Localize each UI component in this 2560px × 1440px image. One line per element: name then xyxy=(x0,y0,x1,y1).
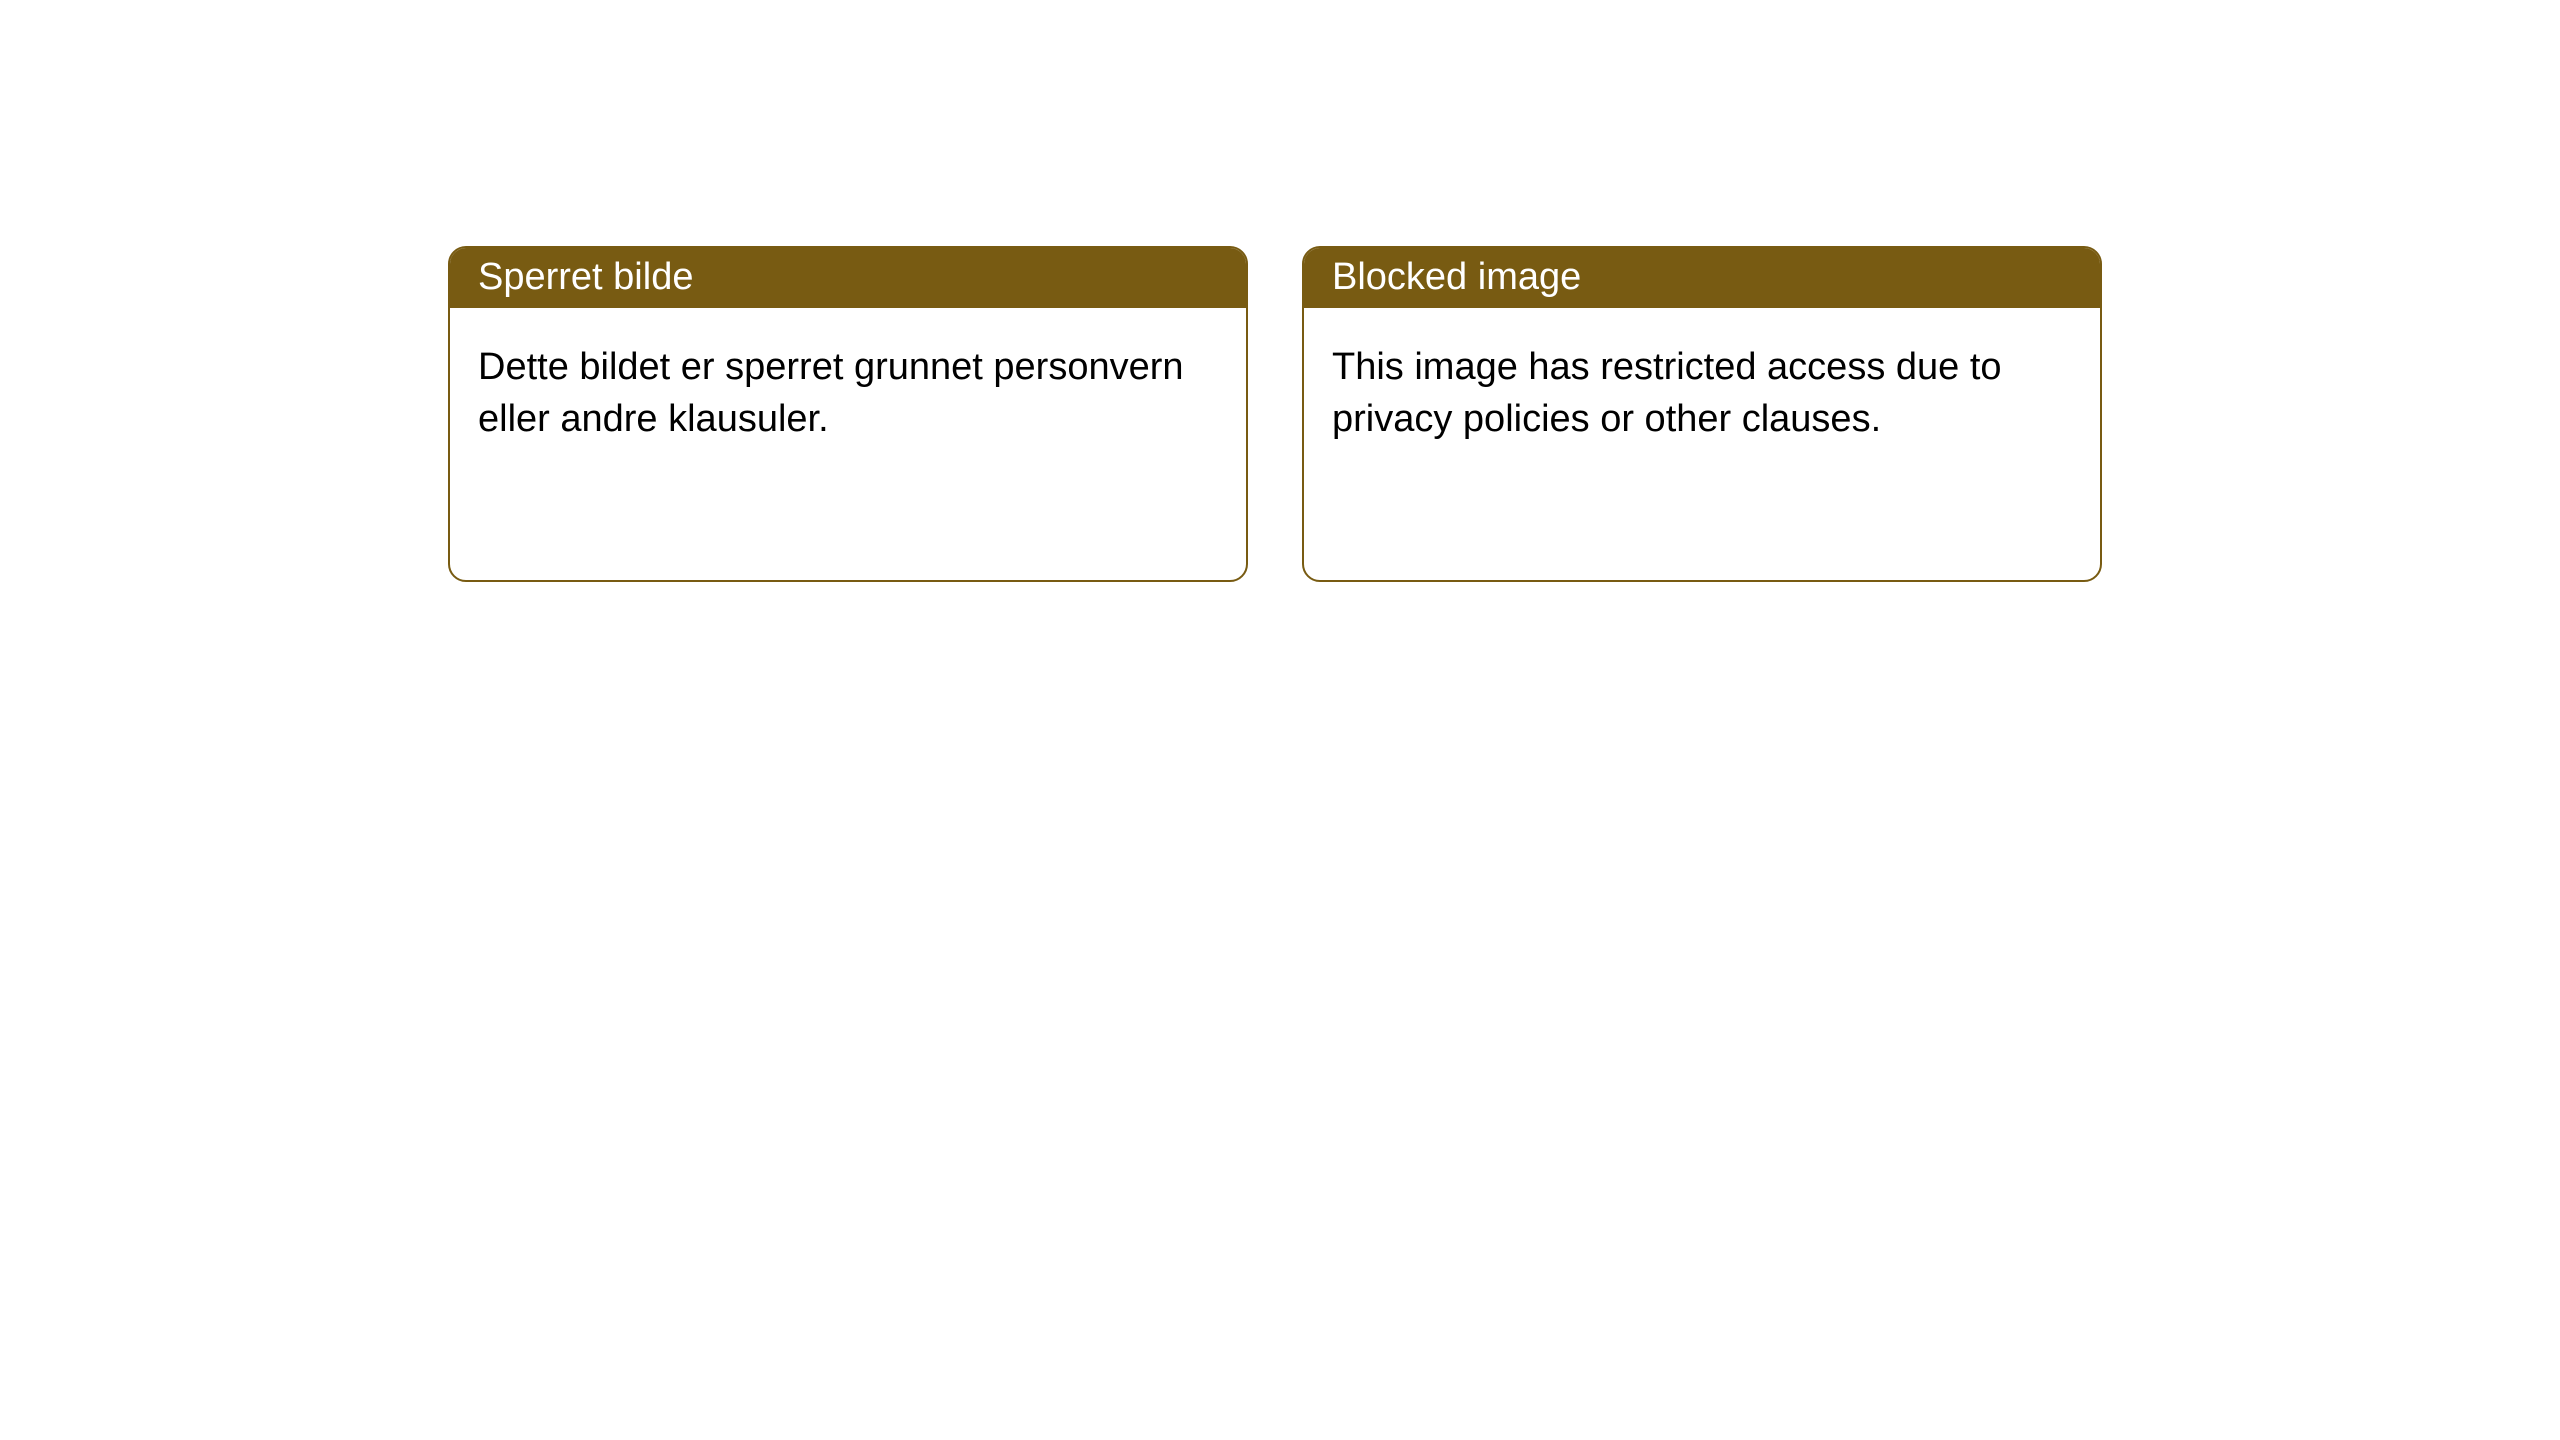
card-body-en: This image has restricted access due to … xyxy=(1304,308,2100,479)
card-header-en: Blocked image xyxy=(1304,248,2100,308)
blocked-image-card-en: Blocked image This image has restricted … xyxy=(1302,246,2102,582)
notice-cards-container: Sperret bilde Dette bildet er sperret gr… xyxy=(0,0,2560,582)
card-header-no: Sperret bilde xyxy=(450,248,1246,308)
card-body-no: Dette bildet er sperret grunnet personve… xyxy=(450,308,1246,479)
blocked-image-card-no: Sperret bilde Dette bildet er sperret gr… xyxy=(448,246,1248,582)
